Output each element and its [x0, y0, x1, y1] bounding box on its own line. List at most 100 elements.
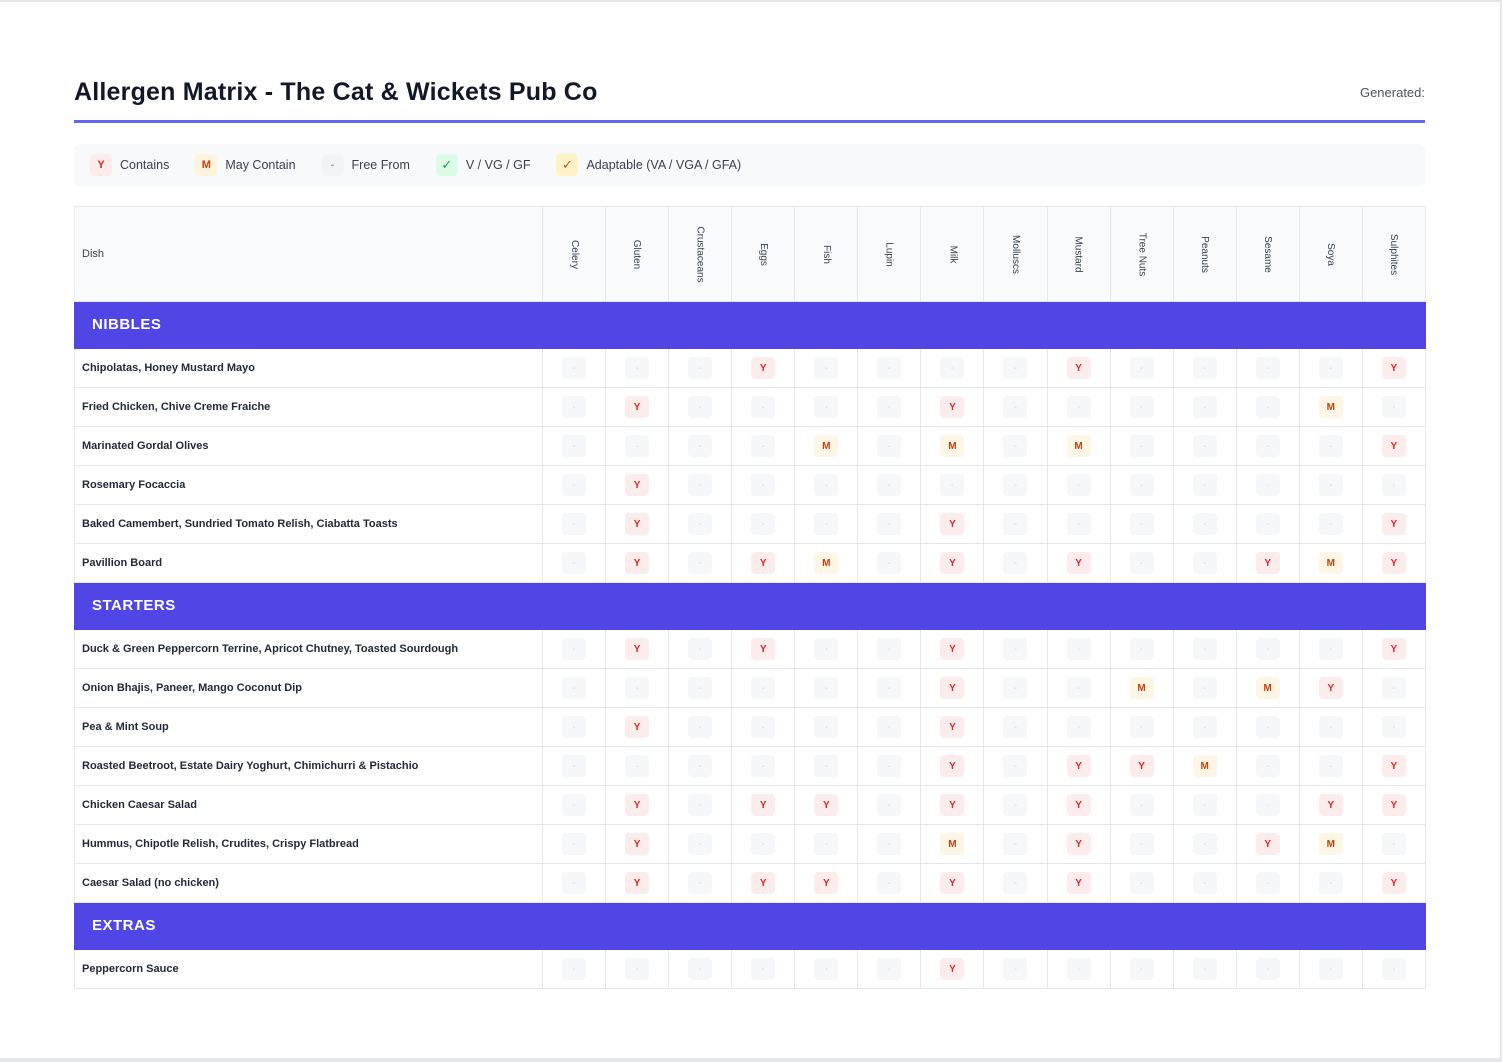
allergen-cell: - — [541, 629, 607, 669]
free-from-badge: - — [1318, 716, 1343, 738]
table-row: Chipolatas, Honey Mustard Mayo - - - Y - - - - Y -… — [74, 348, 1426, 388]
allergen-cell: Y — [1361, 746, 1426, 786]
allergen-cell: - — [1109, 785, 1174, 825]
allergen-cell: - — [1172, 863, 1237, 903]
section-title: NIBBLES — [92, 316, 162, 333]
allergen-cell: Y — [731, 348, 796, 388]
free-from-badge: - — [1381, 396, 1406, 418]
free-from-badge: - — [1318, 872, 1343, 894]
free-from-badge: - — [625, 677, 650, 699]
contains-badge: Y — [625, 474, 650, 496]
free-from-badge: - — [814, 513, 839, 535]
contains-badge: Y — [1066, 755, 1091, 777]
free-from-badge: - — [1003, 716, 1028, 738]
allergen-cell: Y — [920, 707, 985, 747]
dish-name: Baked Camembert, Sundried Tomato Relish,… — [74, 504, 543, 544]
contains-badge: Y — [940, 716, 965, 738]
free-from-badge: - — [1255, 513, 1280, 535]
allergen-cell: - — [1235, 746, 1300, 786]
allergen-cell: Y — [605, 785, 670, 825]
allergen-cell: Y — [1298, 785, 1363, 825]
allergen-cell: - — [1361, 465, 1426, 505]
allergen-cell: Y — [1361, 426, 1426, 466]
dish-name: Duck & Green Peppercorn Terrine, Apricot… — [74, 629, 543, 669]
allergen-cell: - — [668, 629, 733, 669]
allergen-cell: - — [1298, 426, 1363, 466]
free-from-badge: - — [814, 638, 839, 660]
free-from-badge: - — [1003, 552, 1028, 574]
allergen-cell: - — [1046, 668, 1111, 708]
contains-badge: Y — [1129, 755, 1154, 777]
allergen-cell: - — [857, 504, 922, 544]
allergen-cell: - — [857, 785, 922, 825]
free-from-badge: - — [751, 716, 776, 738]
contains-badge: Y — [625, 794, 650, 816]
allergen-cell: - — [794, 824, 859, 864]
free-from-badge: - — [688, 833, 713, 855]
free-from-badge: - — [1129, 474, 1154, 496]
allergen-cell: - — [983, 949, 1048, 989]
free-from-badge: - — [751, 755, 776, 777]
allergen-cell: M — [920, 426, 985, 466]
allergen-cell: - — [1109, 629, 1174, 669]
free-from-badge: - — [751, 474, 776, 496]
allergen-cell: - — [1172, 824, 1237, 864]
table-row: Onion Bhajis, Paneer, Mango Coconut Dip -… — [74, 668, 1426, 708]
allergen-cell: - — [1361, 668, 1426, 708]
table-row: Duck & Green Peppercorn Terrine, Apricot… — [74, 629, 1426, 669]
allergen-cell: - — [857, 863, 922, 903]
allergen-cell: - — [983, 863, 1048, 903]
allergen-header-label: Eggs — [757, 243, 769, 266]
contains-badge: Y — [751, 552, 776, 574]
allergen-header-label: Molluscs — [1009, 235, 1021, 274]
allergen-cell: - — [794, 668, 859, 708]
allergen-cell: Y — [1046, 746, 1111, 786]
contains-badge: Y — [1381, 872, 1406, 894]
allergen-cell: - — [541, 863, 607, 903]
allergen-cell: - — [541, 348, 607, 388]
free-from-badge: - — [562, 638, 587, 660]
free-from-badge: - — [562, 513, 587, 535]
allergen-cell: - — [668, 387, 733, 427]
contains-badge: Y — [940, 755, 965, 777]
free-from-badge: - — [688, 396, 713, 418]
allergen-cell: Y — [1046, 543, 1111, 583]
allergen-cell: Y — [605, 863, 670, 903]
allergen-cell: - — [1361, 824, 1426, 864]
allergen-cell: - — [1235, 785, 1300, 825]
allergen-cell: - — [1109, 707, 1174, 747]
dish-column-header: Dish — [74, 206, 543, 302]
section-row-starters: STARTERS — [74, 582, 1426, 630]
free-from-badge: - — [814, 677, 839, 699]
free-from-badge: - — [1003, 755, 1028, 777]
free-from-badge: - — [1066, 474, 1091, 496]
allergen-cell: - — [1172, 668, 1237, 708]
allergen-cell: - — [1109, 824, 1174, 864]
allergen-cell: - — [983, 387, 1048, 427]
free-from-badge: - — [1255, 716, 1280, 738]
free-from-badge: - — [1255, 872, 1280, 894]
free-from-badge: - — [1318, 357, 1343, 379]
free-from-badge: - — [1255, 396, 1280, 418]
allergen-cell: - — [1109, 348, 1174, 388]
free-from-badge: - — [688, 435, 713, 457]
section-row-extras: EXTRAS — [74, 902, 1426, 950]
free-from-badge: - — [1129, 357, 1154, 379]
table-row: Hummus, Chipotle Relish, Crudites, Crisp… — [74, 824, 1426, 864]
allergen-header-molluscs: Molluscs — [983, 206, 1048, 302]
allergen-cell: - — [857, 707, 922, 747]
dish-name: Peppercorn Sauce — [74, 949, 543, 989]
allergen-cell: - — [1109, 465, 1174, 505]
dish-name: Hummus, Chipotle Relish, Crudites, Crisp… — [74, 824, 543, 864]
contains-badge: Y — [940, 958, 965, 980]
free-from-badge: - — [562, 833, 587, 855]
dish-name: Chipolatas, Honey Mustard Mayo — [74, 348, 543, 388]
free-from-badge: - — [1192, 435, 1217, 457]
contains-badge: Y — [751, 357, 776, 379]
allergen-cell: - — [794, 707, 859, 747]
allergen-header-celery: Celery — [541, 206, 607, 302]
dish-name: Pavillion Board — [74, 543, 543, 583]
allergen-cell: - — [1235, 348, 1300, 388]
free-from-badge: - — [1003, 794, 1028, 816]
allergen-cell: - — [983, 348, 1048, 388]
